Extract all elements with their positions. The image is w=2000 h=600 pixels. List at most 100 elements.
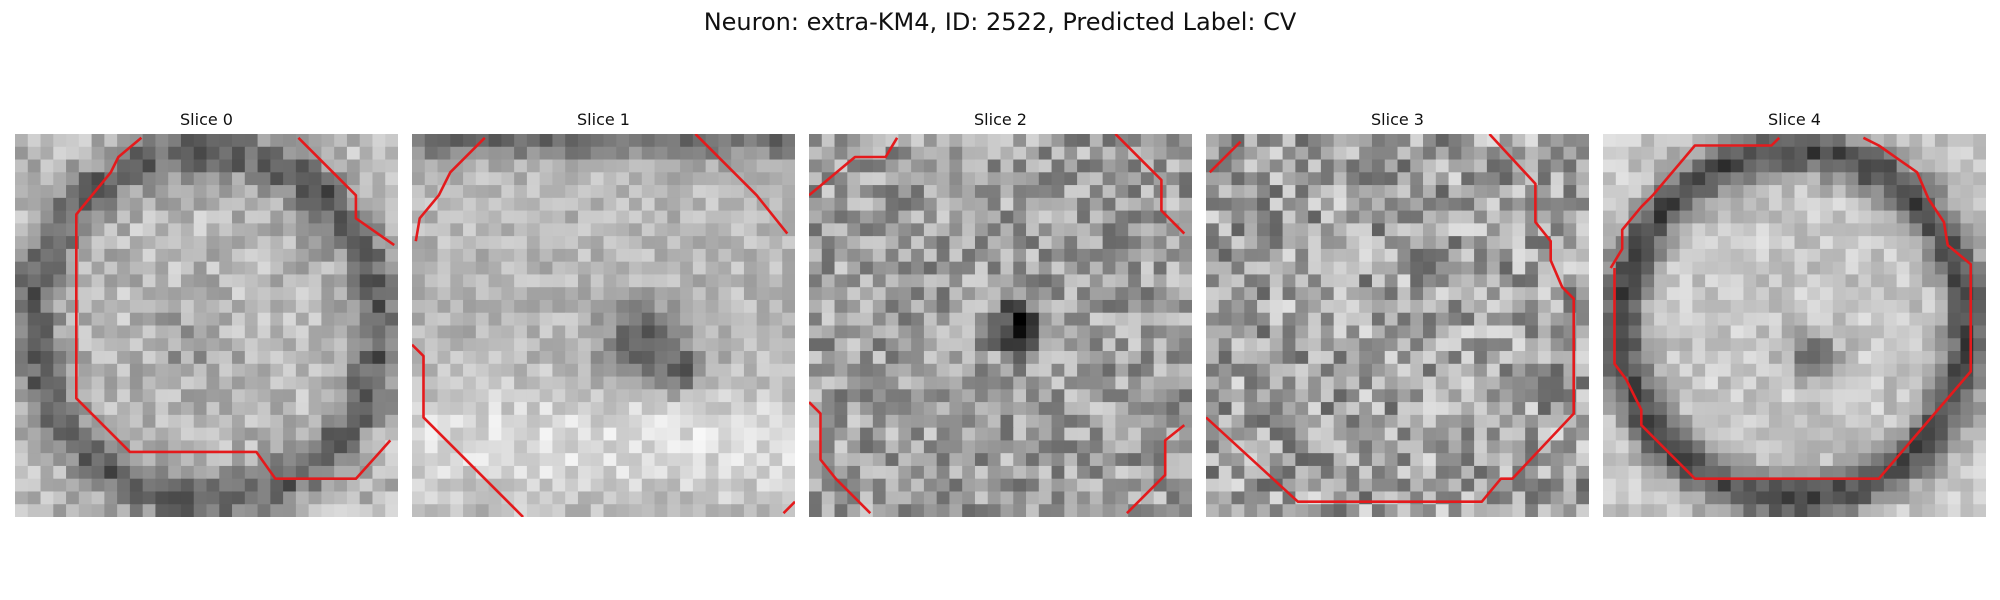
pixel: [295, 172, 310, 186]
pixel: [193, 134, 208, 148]
pixel: [936, 287, 951, 301]
pixel: [27, 427, 42, 441]
pixel: [1922, 491, 1936, 505]
pixel: [1474, 402, 1488, 416]
pixel: [1871, 389, 1885, 403]
pixel: [1909, 197, 1923, 212]
pixel: [821, 197, 836, 212]
pixel: [590, 427, 605, 441]
pixel: [1641, 402, 1655, 416]
pixel: [372, 478, 386, 493]
pixel: [565, 248, 579, 263]
pixel: [193, 465, 208, 480]
pixel: [1308, 287, 1322, 301]
pixel: [1628, 312, 1642, 327]
pixel: [603, 261, 617, 276]
pixel: [450, 478, 464, 493]
pixel: [1537, 338, 1552, 352]
pixel: [206, 504, 220, 517]
pixel: [1435, 134, 1450, 148]
pixel: [91, 261, 105, 276]
pixel: [385, 351, 398, 365]
pixel: [1064, 287, 1078, 301]
pixel: [577, 287, 592, 301]
pixel: [283, 159, 297, 173]
pixel: [1845, 440, 1859, 454]
pixel: [1934, 134, 1949, 148]
pixel: [898, 287, 912, 301]
pixel: [1615, 504, 1630, 517]
pixel: [1871, 146, 1885, 161]
pixel: [590, 274, 605, 288]
pixel: [1000, 440, 1014, 454]
pixel: [257, 491, 271, 505]
slice-title: Slice 2: [974, 110, 1027, 129]
pixel: [731, 159, 745, 173]
pixel: [1166, 287, 1180, 301]
pixel: [565, 159, 579, 173]
pixel: [1308, 465, 1322, 480]
pixel: [1346, 376, 1360, 390]
pixel: [616, 274, 630, 288]
pixel: [1934, 236, 1949, 250]
pixel: [577, 223, 592, 237]
pixel: [974, 312, 989, 327]
pixel: [936, 236, 951, 250]
pixel: [219, 261, 233, 276]
pixel: [936, 248, 951, 263]
pixel: [1295, 414, 1309, 429]
pixel: [1051, 274, 1065, 288]
pixel: [1448, 376, 1462, 390]
pixel: [1461, 351, 1475, 365]
pixel: [1410, 185, 1424, 199]
pixel: [1206, 146, 1220, 161]
pixel: [15, 159, 29, 173]
pixel: [1832, 134, 1847, 148]
pixel: [1947, 351, 1962, 365]
pixel: [692, 134, 707, 148]
pixel: [129, 376, 144, 390]
pixel: [1077, 248, 1091, 263]
pixel: [603, 351, 617, 365]
pixel: [974, 172, 989, 186]
pixel: [1295, 274, 1309, 288]
pixel: [1128, 453, 1142, 467]
pixel: [53, 134, 67, 148]
pixel: [1308, 427, 1322, 441]
pixel: [603, 453, 617, 467]
pixel: [872, 197, 887, 212]
pixel: [1282, 172, 1296, 186]
pixel: [1486, 236, 1501, 250]
pixel: [923, 197, 938, 212]
pixel: [104, 414, 118, 429]
pixel: [1218, 146, 1233, 161]
pixel: [53, 491, 67, 505]
pixel: [1845, 478, 1859, 493]
pixel: [898, 236, 912, 250]
pixel: [1320, 376, 1335, 390]
pixel: [1064, 376, 1078, 390]
pixel: [1603, 402, 1617, 416]
pixel: [412, 440, 426, 454]
pixel: [629, 402, 643, 416]
slice-image: [1206, 134, 1589, 517]
pixel: [142, 287, 157, 301]
pixel: [769, 274, 783, 288]
pixel: [974, 134, 989, 148]
pixel: [743, 427, 758, 441]
pixel: [1423, 172, 1437, 186]
pixel: [1179, 287, 1192, 301]
pixel: [1858, 351, 1872, 365]
pixel: [1563, 453, 1577, 467]
pixel: [974, 465, 989, 480]
pixel: [1320, 414, 1335, 429]
pixel: [1206, 389, 1220, 403]
pixel: [539, 504, 554, 517]
pixel: [667, 338, 681, 352]
pixel: [1896, 210, 1910, 224]
pixel: [667, 236, 681, 250]
pixel: [1499, 223, 1513, 237]
pixel: [180, 440, 195, 454]
pixel: [78, 172, 93, 186]
pixel: [1461, 312, 1475, 327]
